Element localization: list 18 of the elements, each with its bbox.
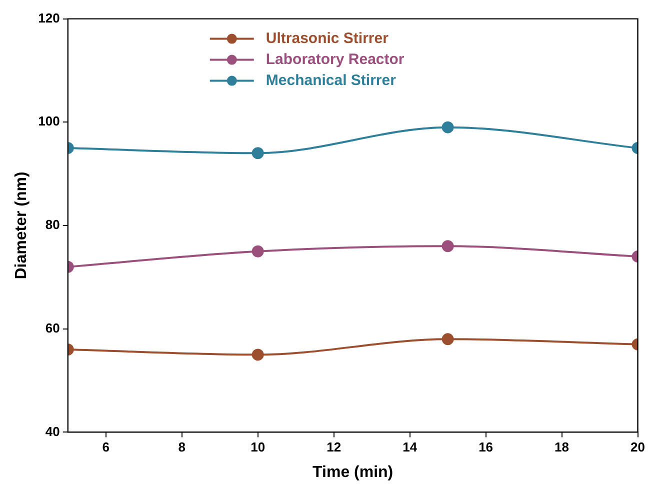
x-tick-label: 16 bbox=[478, 440, 494, 455]
y-tick-label: 60 bbox=[45, 320, 60, 336]
y-tick-label: 80 bbox=[45, 217, 60, 232]
legend-label: Mechanical Stirrer bbox=[266, 72, 396, 89]
x-tick-label: 6 bbox=[102, 440, 110, 455]
legend-label: Ultrasonic Stirrer bbox=[266, 30, 389, 47]
x-tick-label: 8 bbox=[178, 440, 186, 455]
legend-label: Laboratory Reactor bbox=[266, 50, 404, 68]
y-tick-label: 100 bbox=[38, 114, 60, 129]
x-tick-label: 10 bbox=[250, 440, 266, 455]
y-axis-title: Diameter (nm) bbox=[13, 172, 30, 280]
x-axis-title: Time (min) bbox=[312, 464, 394, 481]
y-tick-label: 40 bbox=[45, 424, 60, 439]
x-tick-label: 20 bbox=[630, 440, 646, 455]
x-tick-label: 12 bbox=[326, 440, 342, 455]
x-tick-label: 18 bbox=[554, 440, 570, 455]
y-tick-label: 120 bbox=[38, 10, 60, 26]
x-tick-label: 14 bbox=[402, 440, 418, 455]
